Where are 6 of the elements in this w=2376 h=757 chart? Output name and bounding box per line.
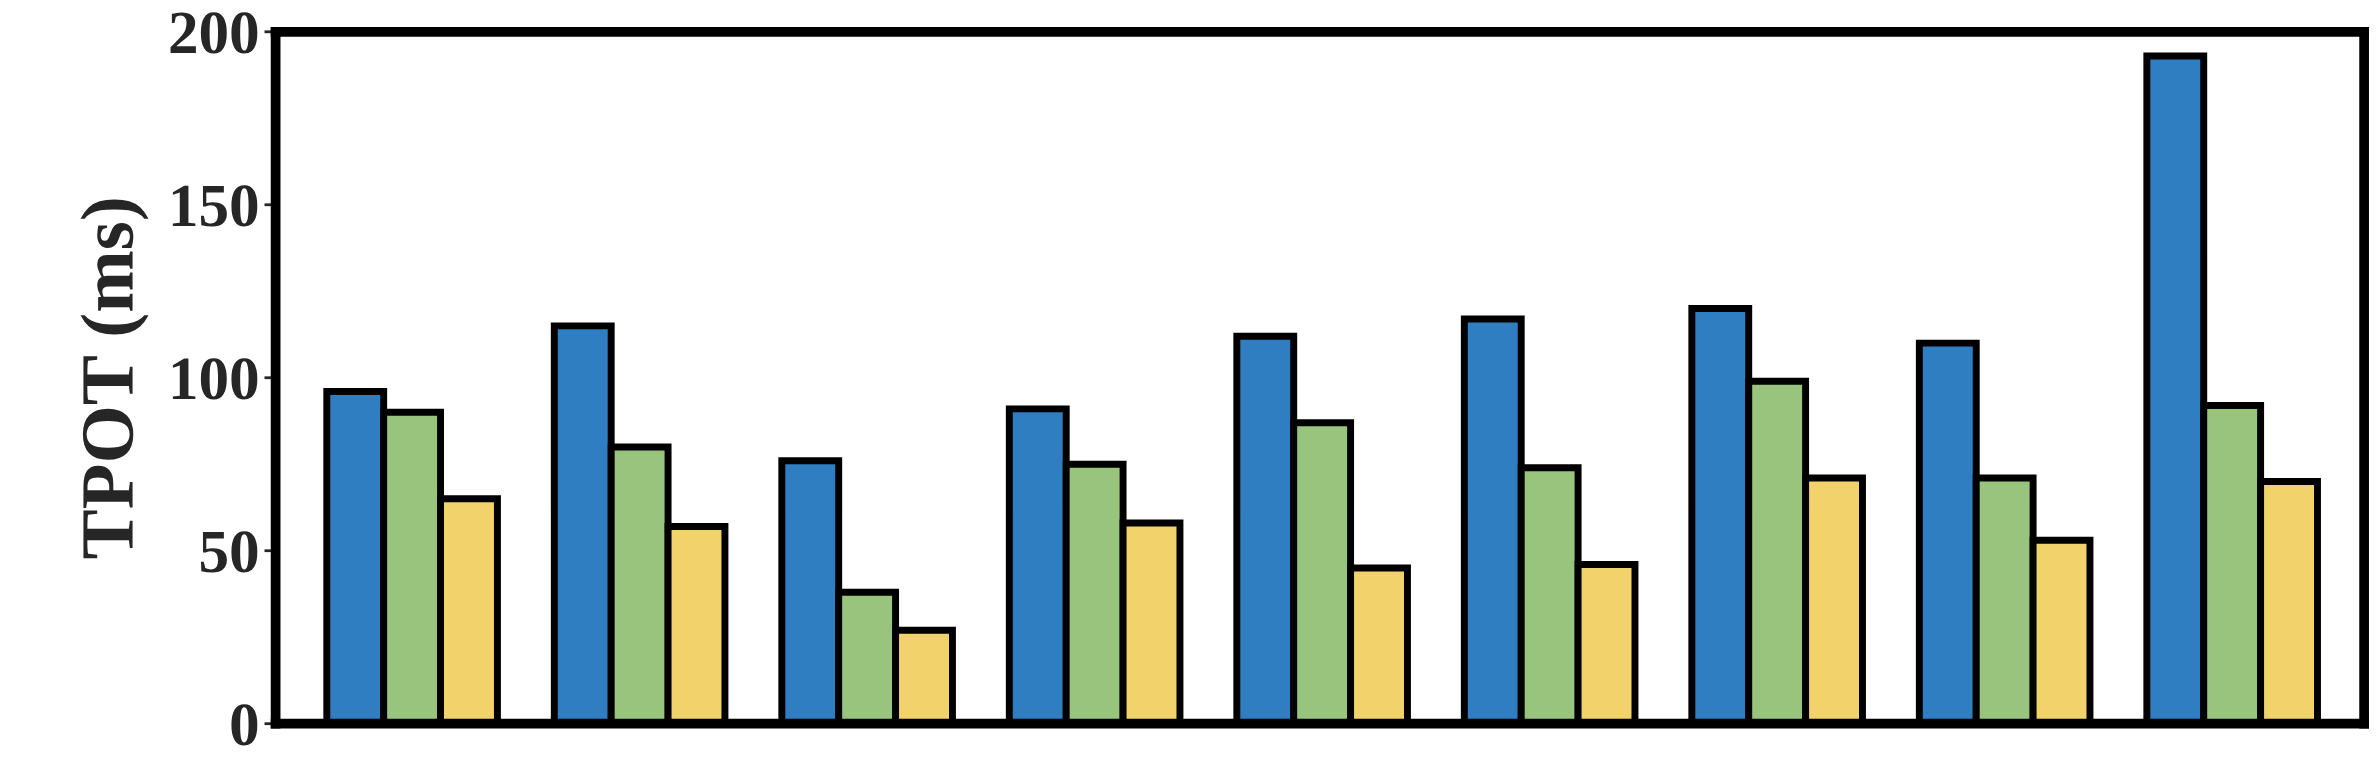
y-tick-label: 200 (170, 12, 258, 54)
y-tick-label: 150 (172, 185, 258, 227)
y-tick-label: 100 (172, 358, 258, 400)
y-axis-title: TPOT (ms) (80, 199, 149, 559)
y-tick-label: 0 (231, 704, 258, 746)
y-tick-label: 50 (200, 531, 258, 573)
